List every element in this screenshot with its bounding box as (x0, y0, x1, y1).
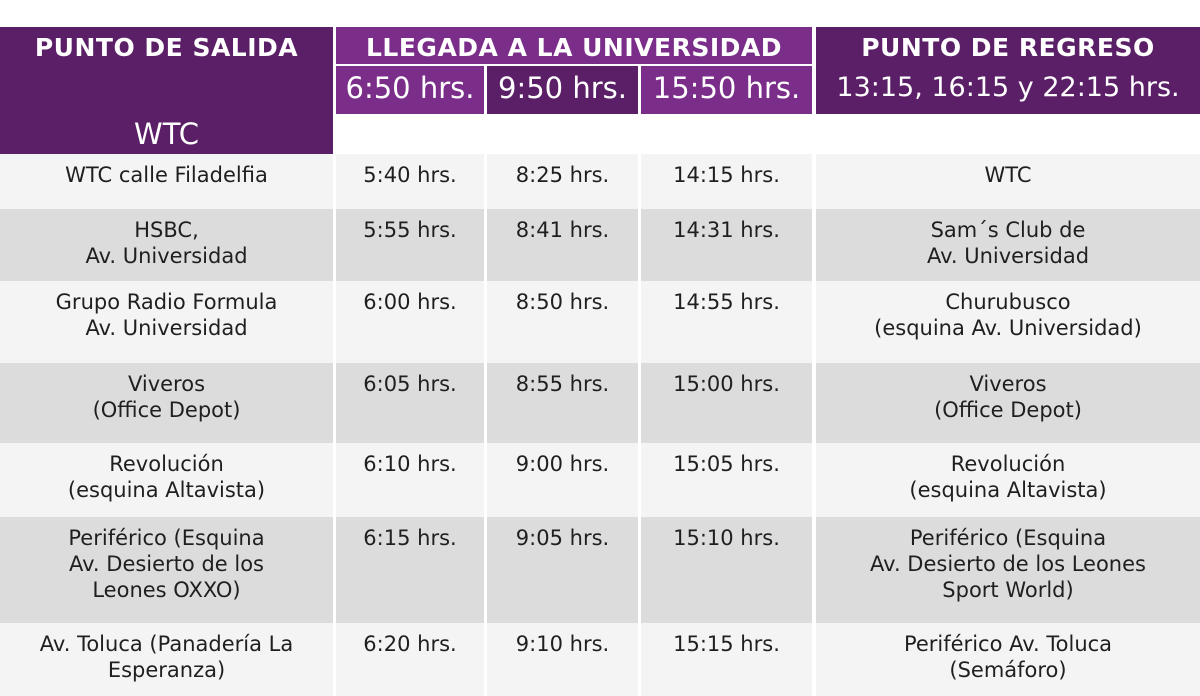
return-times: 13:15, 16:15 y 22:15 hrs. (836, 72, 1180, 103)
departure-time: 15:00 hrs. (641, 363, 812, 443)
departure-time: 15:10 hrs. (641, 517, 812, 623)
departure-time: 9:05 hrs. (487, 517, 638, 623)
return-stop: Sam´s Club de Av. Universidad (816, 209, 1200, 281)
departure-time: 9:00 hrs. (487, 443, 638, 517)
departure-time: 15:05 hrs. (641, 443, 812, 517)
return-stop: Churubusco (esquina Av. Universidad) (816, 281, 1200, 363)
arrival-header (336, 27, 812, 64)
arrival-title: LLEGADA A LA UNIVERSIDAD (365, 33, 782, 62)
departure-time: 8:25 hrs. (487, 154, 638, 209)
departure-time: 8:55 hrs. (487, 363, 638, 443)
departure-sub: WTC (134, 117, 199, 151)
departure-stop: Revolución (esquina Altavista) (0, 443, 333, 517)
return-stop: Viveros (Office Depot) (816, 363, 1200, 443)
departure-time: 9:10 hrs. (487, 623, 638, 696)
departure-time: 5:40 hrs. (336, 154, 484, 209)
return-header (816, 27, 1200, 114)
departure-stop: Viveros (Office Depot) (0, 363, 333, 443)
departure-title: PUNTO DE SALIDA (34, 33, 299, 62)
return-stop: Revolución (esquina Altavista) (816, 443, 1200, 517)
departure-stop: Periférico (Esquina Av. Desierto de los … (0, 517, 333, 623)
departure-time: 6:15 hrs. (336, 517, 484, 623)
departure-header (0, 27, 333, 154)
departure-time: 8:41 hrs. (487, 209, 638, 281)
arrival-time-1-bg (336, 66, 484, 114)
departure-time: 15:15 hrs. (641, 623, 812, 696)
arrival-time-1: 6:50 hrs. (345, 71, 475, 105)
departure-time: 14:55 hrs. (641, 281, 812, 363)
departure-time: 6:10 hrs. (336, 443, 484, 517)
departure-time: 6:20 hrs. (336, 623, 484, 696)
departure-stop: Av. Toluca (Panadería La Esperanza) (0, 623, 333, 696)
arrival-time-3: 15:50 hrs. (652, 71, 801, 105)
return-stop: WTC (816, 154, 1200, 209)
return-stop: Periférico (Esquina Av. Desierto de los … (816, 517, 1200, 623)
departure-time: 5:55 hrs. (336, 209, 484, 281)
departure-time: 8:50 hrs. (487, 281, 638, 363)
departure-stop: HSBC, Av. Universidad (0, 209, 333, 281)
arrival-time-3-bg (641, 66, 812, 114)
departure-time: 14:15 hrs. (641, 154, 812, 209)
arrival-time-2: 9:50 hrs. (498, 71, 627, 105)
arrival-time-2-bg (487, 66, 638, 114)
departure-time: 6:05 hrs. (336, 363, 484, 443)
departure-time: 6:00 hrs. (336, 281, 484, 363)
departure-stop: Grupo Radio Formula Av. Universidad (0, 281, 333, 363)
departure-stop: WTC calle Filadelfia (0, 154, 333, 209)
return-title: PUNTO DE REGRESO (861, 33, 1155, 62)
return-stop: Periférico Av. Toluca (Semáforo) (816, 623, 1200, 696)
departure-time: 14:31 hrs. (641, 209, 812, 281)
